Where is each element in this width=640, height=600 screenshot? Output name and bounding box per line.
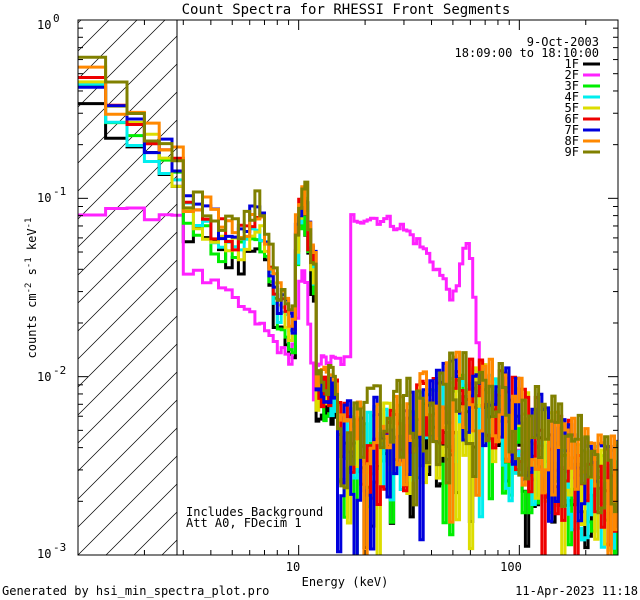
svg-text:-2: -2	[53, 364, 66, 377]
annotation-time-range: 18:09:00 to 18:10:00	[455, 46, 600, 60]
legend-label-1F: 1F	[565, 57, 579, 71]
plot-frame	[77, 19, 619, 556]
hatch-line	[78, 399, 177, 500]
annotation-date: 9-Oct-2003	[527, 35, 599, 49]
svg-text:-1: -1	[53, 185, 66, 198]
hatch-line	[0, 0, 78, 555]
hatch-line	[78, 427, 177, 528]
svg-text:-3: -3	[53, 541, 66, 554]
hatch-line	[78, 231, 177, 332]
y-tick-label-0.001: 10 -3	[37, 541, 66, 561]
legend-label-3F: 3F	[565, 79, 579, 93]
note-background: Includes Background	[186, 505, 323, 519]
hatch-line	[78, 203, 177, 304]
hatch-line	[78, 147, 177, 248]
legend-label-2F: 2F	[565, 68, 579, 82]
svg-text:counts cm-2 s-1 keV-1: counts cm-2 s-1 keV-1	[24, 218, 39, 359]
axis-ticks	[77, 20, 618, 556]
y-tick-label-1: 10 0	[37, 12, 60, 32]
legend-label-7F: 7F	[565, 123, 579, 137]
legend-label-5F: 5F	[565, 101, 579, 115]
svg-text:10: 10	[37, 370, 51, 384]
y-tick-label-0.01: 10 -2	[37, 364, 66, 384]
legend-label-9F: 9F	[565, 145, 579, 159]
footer-generated-by: Generated by hsi_min_spectra_plot.pro	[2, 584, 269, 598]
x-tick-label-100: 100	[500, 560, 522, 574]
y-axis-label: counts cm-2 s-1 keV-1	[24, 218, 39, 359]
series-layer	[78, 55, 618, 555]
legend-label-4F: 4F	[565, 90, 579, 104]
hatch-line	[78, 35, 177, 136]
hatch-line	[78, 63, 177, 164]
svg-text:10: 10	[37, 191, 51, 205]
legend-label-8F: 8F	[565, 134, 579, 148]
series-line-9F	[78, 55, 618, 515]
hatch-line	[78, 259, 177, 360]
svg-text:0: 0	[53, 12, 60, 25]
note-attenuator: Att A0, FDecim 1	[186, 516, 302, 530]
footer-timestamp: 11-Apr-2023 11:18	[515, 584, 638, 598]
svg-text:10: 10	[37, 18, 51, 32]
chart-title: Count Spectra for RHESSI Front Segments	[182, 2, 511, 18]
hatch-line	[78, 91, 177, 192]
x-tick-label-10: 10	[286, 560, 300, 574]
svg-text:10: 10	[37, 547, 51, 561]
x-axis-label: Energy (keV)	[302, 575, 389, 589]
hatch-line	[78, 455, 177, 555]
y-tick-label-0.1: 10 -1	[37, 185, 66, 205]
hatch-line	[78, 371, 177, 472]
hatch-line	[78, 119, 177, 220]
legend-label-6F: 6F	[565, 112, 579, 126]
